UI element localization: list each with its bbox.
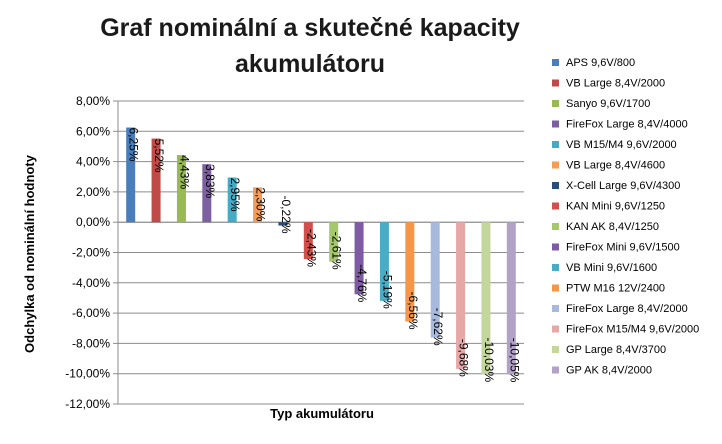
- legend-label: GP AK 8,4V/2000: [566, 365, 652, 377]
- legend-swatch: [552, 100, 559, 107]
- data-label: -2,61%: [330, 232, 344, 270]
- data-label: -9,68%: [457, 339, 471, 377]
- legend-swatch: [552, 243, 559, 251]
- legend-swatch: [552, 161, 559, 169]
- chart-title-line-2: akumulátoru: [234, 50, 386, 78]
- bar: [405, 222, 415, 322]
- legend-label: FireFox Large 8,4V/2000: [566, 303, 688, 315]
- y-axis: 8,00% 6,00% 4,00% 2,00% 0,00% -2,00% -4,00% -6,…: [65, 94, 524, 411]
- legend-swatch: [552, 325, 559, 333]
- legend-swatch: [552, 223, 559, 230]
- legend: APS 9,6V/800 VB Large 8,4V/2000 Sanyo 9,6V…: [552, 57, 699, 377]
- bar: [151, 138, 161, 223]
- y-tick-label: -2,00%: [72, 246, 110, 260]
- y-tick-label: -8,00%: [72, 336, 110, 350]
- legend-label: VB Large 8,4V/4600: [566, 160, 665, 172]
- data-label: 3,83%: [203, 164, 217, 198]
- legend-swatch: [552, 59, 559, 66]
- bar: [354, 222, 364, 295]
- legend-swatch: [552, 182, 559, 189]
- y-tick-label: -6,00%: [72, 306, 110, 320]
- legend-swatch: [552, 264, 559, 271]
- legend-swatch: [552, 202, 559, 210]
- data-label: -6,56%: [406, 292, 420, 330]
- legend-label: X-Cell Large 9,6V/4300: [566, 180, 680, 192]
- chart-title: Graf nominální a skutečné kapacity akumu…: [60, 10, 560, 82]
- legend-label: FireFox Large 8,4V/4000: [566, 119, 688, 131]
- legend-label: Sanyo 9,6V/1700: [566, 98, 650, 110]
- bar: [253, 187, 263, 223]
- bar: [126, 127, 136, 223]
- legend-label: VB M15/M4 9,6V/2000: [566, 139, 677, 151]
- bar: [481, 222, 491, 375]
- bar: [176, 155, 186, 223]
- legend-label: PTW M16 12V/2400: [566, 283, 665, 295]
- y-tick-label: -12,00%: [65, 397, 110, 411]
- bar: [278, 222, 288, 226]
- bar: [430, 222, 440, 338]
- legend-label: GP Large 8,4V/3700: [566, 344, 666, 356]
- y-axis-title: Odchylka od nominální hodnoty: [22, 154, 37, 353]
- bar: [456, 222, 466, 369]
- data-label: -10,05%: [507, 338, 521, 383]
- y-tick-label: 2,00%: [76, 185, 110, 199]
- legend-swatch: [552, 305, 559, 312]
- bars: [126, 127, 516, 375]
- bar: [329, 222, 339, 262]
- legend-label: FireFox Mini 9,6V/1500: [566, 242, 680, 254]
- bar: [227, 177, 237, 223]
- y-tick-label: 6,00%: [76, 124, 110, 138]
- y-tick-label: -10,00%: [65, 367, 110, 381]
- data-label: 4,43%: [177, 155, 191, 189]
- data-label: -5,19%: [380, 271, 394, 309]
- data-label: -10,03%: [482, 337, 496, 382]
- legend-swatch: [552, 79, 559, 87]
- bar: [379, 222, 389, 301]
- data-labels: 6,25% 5,52% 4,43% 3,83% 2,95% 2,30% -0,22% -2,4…: [127, 128, 522, 383]
- legend-label: VB Mini 9,6V/1600: [566, 262, 657, 274]
- x-axis-title: Typ akumulátoru: [270, 406, 374, 421]
- data-label: -2,43%: [304, 229, 318, 267]
- bar: [506, 222, 516, 375]
- legend-label: KAN Mini 9,6V/1250: [566, 201, 665, 213]
- legend-swatch: [552, 141, 559, 148]
- data-label: 2,95%: [228, 178, 242, 212]
- legend-label: FireFox M15/M4 9,6V/2000: [566, 324, 699, 336]
- bar: [202, 164, 212, 223]
- data-label: -4,76%: [355, 264, 369, 302]
- legend-swatch: [552, 284, 559, 292]
- y-tick-label: 8,00%: [76, 94, 110, 108]
- bar: [303, 222, 313, 260]
- data-label: 5,52%: [152, 139, 166, 173]
- y-tick-label: 0,00%: [76, 215, 110, 229]
- legend-label: VB Large 8,4V/2000: [566, 78, 665, 90]
- data-label: 2,30%: [254, 187, 268, 221]
- data-label: 6,25%: [127, 128, 141, 162]
- legend-label: KAN AK 8,4V/1250: [566, 221, 659, 233]
- legend-label: APS 9,6V/800: [566, 57, 635, 69]
- legend-swatch: [552, 120, 559, 128]
- chart-title-line-1: Graf nominální a skutečné kapacity: [100, 14, 520, 42]
- y-tick-label: -4,00%: [72, 276, 110, 290]
- legend-swatch: [552, 346, 559, 353]
- y-tick-label: 4,00%: [76, 155, 110, 169]
- data-label: -0,22%: [279, 196, 293, 234]
- data-label: -7,62%: [431, 308, 445, 346]
- legend-swatch: [552, 366, 559, 374]
